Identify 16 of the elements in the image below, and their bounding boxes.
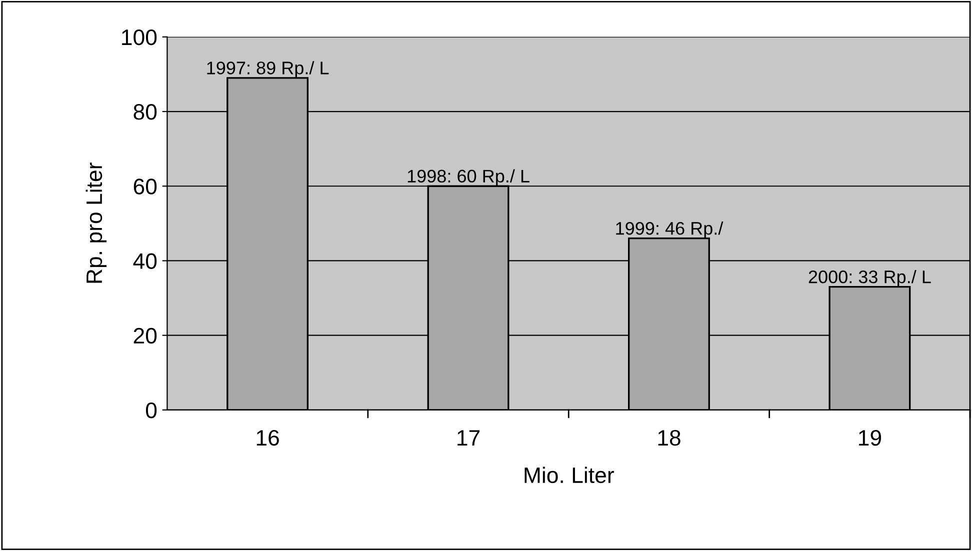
y-tick-label: 20 [134, 328, 157, 344]
data-label: 2000: 33 Rp./ L [808, 270, 931, 287]
y-tick-label: 80 [134, 104, 157, 120]
data-label: 1997: 89 Rp./ L [207, 61, 329, 78]
y-tick-label: 100 [122, 29, 157, 46]
x-tick-label: 17 [458, 430, 480, 446]
x-tick-label: 16 [256, 430, 279, 446]
y-tick-label: 60 [134, 178, 157, 194]
y-tick-label: 40 [133, 253, 157, 270]
y-axis-title: Rp. pro Liter [86, 162, 106, 283]
y-tick-label: 0 [146, 402, 157, 418]
x-tick-label: 19 [859, 430, 882, 446]
data-label: 1999: 46 Rp./ [616, 222, 724, 238]
x-axis-title: Mio. Liter [524, 466, 614, 484]
data-label: 1998: 60 Rp./ L [408, 169, 530, 186]
x-tick-label: 18 [658, 430, 680, 446]
